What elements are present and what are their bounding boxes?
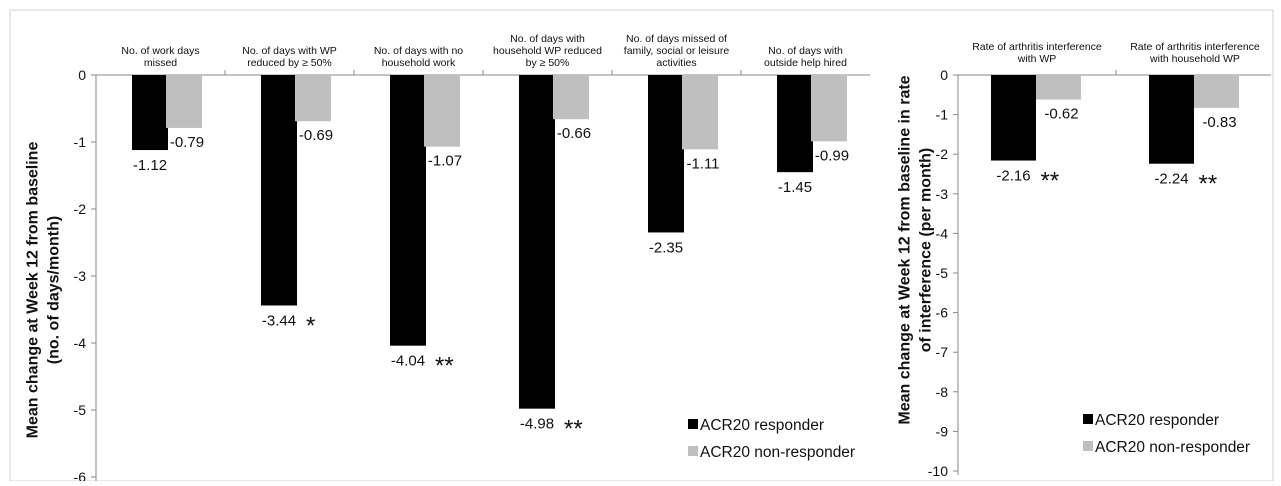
data-label-responder: -1.12 bbox=[133, 157, 167, 174]
category-label: household work bbox=[382, 57, 456, 69]
category-label: by ≥ 50% bbox=[526, 57, 570, 69]
data-label-non-responder: -1.07 bbox=[428, 153, 462, 170]
bar-responder bbox=[777, 75, 813, 173]
data-label-non-responder: -0.69 bbox=[299, 127, 333, 144]
y-tick-label: -4 bbox=[74, 335, 87, 351]
category-label: Rate of arthritis interference bbox=[972, 41, 1102, 53]
legend-swatch bbox=[1083, 414, 1093, 424]
category-label: outside help hired bbox=[764, 57, 847, 69]
data-label-responder: -2.35 bbox=[649, 239, 683, 256]
legend-swatch bbox=[1083, 441, 1093, 451]
category-label: family, social or leisure bbox=[624, 45, 730, 57]
data-label-responder: -4.98 bbox=[520, 416, 554, 433]
significance-marker: ** bbox=[1199, 171, 1218, 198]
bar-responder bbox=[648, 75, 684, 233]
y-tick-label: -10 bbox=[928, 463, 948, 479]
category-label: with household WP bbox=[1149, 53, 1240, 65]
category-label: missed bbox=[144, 57, 177, 69]
bar-responder bbox=[132, 75, 168, 151]
bar-non-responder bbox=[811, 75, 847, 142]
bar-responder bbox=[261, 75, 297, 306]
legend-label: ACR20 non-responder bbox=[700, 444, 855, 461]
y-axis-title: (no. of days/month) bbox=[46, 216, 63, 364]
y-tick-label: 0 bbox=[940, 67, 948, 83]
significance-marker: ** bbox=[564, 416, 583, 443]
significance-marker: * bbox=[306, 312, 315, 339]
legend-label: ACR20 non-responder bbox=[1095, 439, 1250, 456]
data-label-non-responder: -0.99 bbox=[815, 147, 849, 164]
legend-label: ACR20 responder bbox=[1095, 412, 1219, 429]
y-tick-label: 0 bbox=[78, 67, 86, 83]
bar-non-responder bbox=[424, 75, 460, 147]
category-label: No. of work days bbox=[121, 45, 199, 57]
bar-non-responder bbox=[1036, 75, 1081, 100]
bar-non-responder bbox=[682, 75, 718, 150]
bar-non-responder bbox=[166, 75, 202, 128]
chart-panel-1: 0 -1 -2 -3 -4 -5 -6 Mean change at Week 12 from… bbox=[25, 33, 870, 485]
category-label: with WP bbox=[1017, 53, 1057, 65]
y-tick-label: -5 bbox=[74, 402, 87, 418]
bar-responder bbox=[390, 75, 426, 346]
data-label-non-responder: -0.79 bbox=[170, 134, 204, 151]
category-label: activities bbox=[656, 57, 696, 69]
y-tick-label: -2 bbox=[74, 201, 87, 217]
legend-swatch bbox=[688, 446, 698, 456]
data-label-responder: -2.24 bbox=[1154, 171, 1188, 188]
data-label-non-responder: -0.62 bbox=[1044, 106, 1078, 123]
category-label: No. of days with bbox=[510, 33, 585, 45]
y-tick-label: -9 bbox=[936, 423, 949, 439]
y-tick-label: -3 bbox=[74, 268, 87, 284]
y-axis-title: of interference (per month) bbox=[918, 148, 935, 352]
bar-responder bbox=[991, 75, 1036, 161]
data-label-responder: -1.45 bbox=[778, 179, 812, 196]
data-label-non-responder: -0.83 bbox=[1202, 114, 1236, 131]
chart-panel-2: 0 -1 -2 -3 -4 -5 -6 -7 -8 -9 -10 Mean change at Wee… bbox=[897, 41, 1271, 479]
significance-marker: ** bbox=[1041, 168, 1060, 195]
significance-marker: ** bbox=[435, 353, 454, 380]
data-label-non-responder: -1.11 bbox=[686, 155, 719, 172]
data-label-non-responder: -0.66 bbox=[557, 125, 591, 142]
y-tick-label: -7 bbox=[936, 344, 949, 360]
legend-swatch bbox=[688, 419, 698, 429]
y-tick-label: -4 bbox=[936, 225, 949, 241]
bar-non-responder bbox=[1194, 75, 1239, 108]
category-label: Rate of arthritis interference bbox=[1130, 41, 1260, 53]
bar-responder bbox=[519, 75, 555, 409]
y-axis-title: Mean change at Week 12 from baseline bbox=[25, 142, 42, 439]
y-tick-label: -3 bbox=[936, 186, 949, 202]
data-label-responder: -4.04 bbox=[391, 353, 425, 370]
y-tick-label: -2 bbox=[936, 146, 949, 162]
bar-responder bbox=[1149, 75, 1194, 164]
data-label-responder: -2.16 bbox=[996, 168, 1030, 185]
legend-label: ACR20 responder bbox=[700, 417, 824, 434]
data-label-responder: -3.44 bbox=[262, 312, 296, 329]
y-tick-label: -8 bbox=[936, 384, 949, 400]
category-label: No. of days with bbox=[768, 45, 843, 57]
y-tick-label: -1 bbox=[936, 107, 949, 123]
bar-non-responder bbox=[553, 75, 589, 120]
category-label: No. of days with no bbox=[374, 45, 463, 57]
category-label: No. of days with WP bbox=[242, 45, 337, 57]
bar-non-responder bbox=[295, 75, 331, 122]
category-label: household WP reduced bbox=[493, 45, 602, 57]
y-axis-title: Mean change at Week 12 from baseline in … bbox=[897, 75, 914, 424]
category-label: reduced by ≥ 50% bbox=[247, 57, 332, 69]
y-tick-label: -5 bbox=[936, 265, 949, 281]
y-tick-label: -6 bbox=[936, 305, 949, 321]
y-tick-label: -1 bbox=[74, 134, 87, 150]
y-tick-label: -6 bbox=[74, 469, 87, 481]
category-label: No. of days missed of bbox=[626, 33, 727, 45]
